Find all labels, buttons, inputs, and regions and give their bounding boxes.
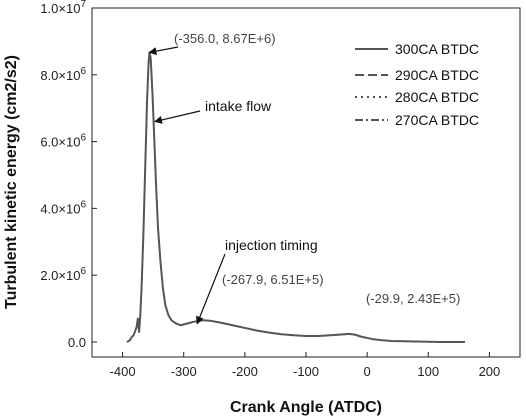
legend-label-290: 290CA BTDC bbox=[395, 67, 479, 83]
y-tick-exponent: 6 bbox=[80, 199, 86, 210]
annotation-peak: (-356.0, 8.67E+6) bbox=[174, 31, 276, 46]
x-tick-label: 0 bbox=[364, 364, 371, 379]
y-tick-base: 1.0×10 bbox=[40, 1, 80, 16]
annotation-arrow-intake bbox=[154, 110, 201, 124]
x-axis-title: Crank Angle (ATDC) bbox=[230, 399, 382, 416]
y-tick-base: 8.0×10 bbox=[40, 68, 80, 83]
y-tick-base: 0.0 bbox=[68, 335, 86, 350]
y-tick-label: 2.0×106 bbox=[40, 266, 86, 283]
x-tick-label: -100 bbox=[293, 364, 319, 379]
x-tick-label: -400 bbox=[110, 364, 136, 379]
y-tick-base: 2.0×10 bbox=[40, 268, 80, 283]
series-line-1 bbox=[126, 51, 465, 343]
x-axis-ticks: -400 -300 -200 -100 0 100 200 bbox=[110, 352, 501, 379]
y-tick-label: 6.0×106 bbox=[40, 133, 86, 150]
y-tick-label: 1.0×107 bbox=[40, 0, 86, 16]
x-tick-label: -200 bbox=[232, 364, 258, 379]
annotation-layer: (-356.0, 8.67E+6) intake flow injection ti… bbox=[148, 31, 460, 325]
annotation-late_coord: (-29.9, 2.43E+5) bbox=[366, 291, 460, 306]
y-tick-exponent: 6 bbox=[80, 133, 86, 144]
y-tick-exponent: 6 bbox=[80, 66, 86, 77]
x-tick-label: 200 bbox=[479, 364, 501, 379]
annotation-injection: injection timing bbox=[225, 237, 318, 253]
annotation-arrow-peak bbox=[148, 46, 179, 56]
annotation-intake: intake flow bbox=[205, 98, 272, 114]
annotation-inj_coord: (-267.9, 6.51E+5) bbox=[222, 272, 324, 287]
legend-label-300: 300CA BTDC bbox=[395, 41, 479, 57]
x-tick-label: 100 bbox=[417, 364, 439, 379]
y-tick-base: 4.0×10 bbox=[40, 201, 80, 216]
y-tick-exponent: 7 bbox=[80, 0, 86, 10]
annotation-arrow-injection bbox=[196, 253, 226, 325]
y-tick-label: 8.0×106 bbox=[40, 66, 86, 83]
legend: 300CA BTDC 290CA BTDC 280CA BTDC 270CA B… bbox=[355, 41, 479, 128]
y-axis-title: Turbulent kinetic energy (cm2/s2) bbox=[3, 55, 20, 309]
x-tick-label: -300 bbox=[171, 364, 197, 379]
legend-label-270: 270CA BTDC bbox=[395, 112, 479, 128]
y-tick-label: 0.0 bbox=[68, 335, 86, 350]
y-tick-label: 4.0×106 bbox=[40, 199, 86, 216]
y-tick-exponent: 6 bbox=[80, 266, 86, 277]
y-tick-base: 6.0×10 bbox=[40, 135, 80, 150]
legend-label-280: 280CA BTDC bbox=[395, 89, 479, 105]
series-layer bbox=[126, 51, 465, 343]
